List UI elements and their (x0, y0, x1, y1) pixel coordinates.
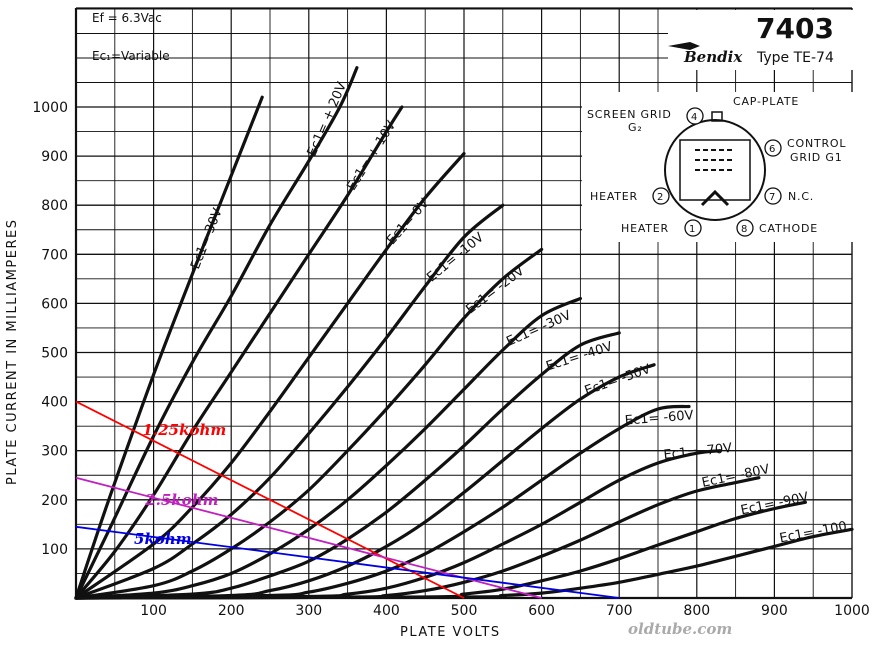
curve-label: Ec1= -70V (663, 441, 733, 463)
title-block (668, 10, 858, 70)
x-tick-label: 100 (140, 603, 167, 619)
plate-curve (74, 66, 359, 600)
note-ec1: Ec₁=Variable (92, 49, 170, 63)
load-line-label: 2.5kohm (144, 491, 218, 509)
pin-1-number: 1 (689, 224, 695, 235)
y-tick-label: 300 (41, 444, 68, 460)
plate-curve (74, 203, 505, 600)
y-tick-label: 900 (41, 149, 68, 165)
plate-curve (74, 105, 404, 600)
y-tick-label: 1000 (32, 100, 68, 116)
screen-grid-label: SCREEN GRID (587, 108, 672, 121)
nc-label: N.C. (788, 190, 814, 203)
x-tick-label: 500 (451, 603, 478, 619)
load-line-label: 1.25kohm (143, 421, 227, 439)
y-tick-label: 200 (41, 493, 68, 509)
x-tick-label: 400 (373, 603, 400, 619)
plate-curve (74, 331, 621, 600)
curves (74, 66, 854, 600)
pin-7-number: 7 (769, 192, 775, 203)
y-tick-label: 100 (41, 542, 68, 558)
load-labels: 1.25kohm 2.5kohm 5kohm (134, 421, 226, 548)
plate-curve (74, 404, 691, 600)
plate-curve (74, 95, 264, 600)
pin-6-number: 6 (769, 144, 775, 155)
cap-plate-terminal (711, 111, 723, 122)
pin-diagram: 4 6 2 7 1 8 SCREEN GRID G₂ CAP-PLATE CON… (582, 92, 854, 242)
x-tick-label: 900 (761, 603, 788, 619)
plate-curve (74, 152, 466, 600)
load-line (75, 400, 465, 599)
load-line (75, 525, 620, 599)
curve-label: Ec1= -60V (624, 408, 694, 428)
heater-pin2-label: HEATER (590, 190, 638, 203)
plate-curve (74, 247, 544, 600)
x-tick-label: 200 (218, 603, 245, 619)
y-tick-label: 700 (41, 247, 68, 263)
control-label: CONTROL (787, 137, 846, 150)
tick-labels: 100 200 300 400 500 600 700 800 900 1000 100 200 300… (32, 100, 869, 619)
grid-g1-label: GRID G1 (790, 151, 843, 164)
grid-electrodes (695, 149, 735, 171)
x-axis-title: PLATE VOLTS (400, 625, 501, 640)
cap-plate-label: CAP-PLATE (733, 95, 799, 108)
tube-title: 7403 (756, 12, 834, 45)
brand-name: Bendix (683, 48, 743, 66)
y-tick-label: 400 (41, 395, 68, 411)
plate-curve (74, 296, 582, 600)
x-tick-label: 700 (606, 603, 633, 619)
plate-curve (74, 363, 656, 600)
pin-8-number: 8 (741, 224, 747, 235)
y-tick-label: 500 (41, 346, 68, 362)
y-tick-label: 800 (41, 198, 68, 214)
x-tick-label: 800 (683, 603, 710, 619)
note-ef: Ef = 6.3Vac (92, 11, 162, 25)
bendix-logo: Bendix (668, 42, 743, 66)
load-lines (75, 400, 620, 599)
x-tick-label: 1000 (834, 603, 870, 619)
y-tick-label: 600 (41, 296, 68, 312)
pin-2-number: 2 (657, 192, 663, 203)
load-line-label: 5kohm (134, 530, 192, 548)
heater-filament (700, 189, 730, 207)
y-axis-title: PLATE CURRENT IN MILLIAMPERES (5, 219, 20, 485)
g2-label: G₂ (628, 121, 643, 134)
pin-4-number: 4 (691, 112, 697, 123)
watermark: oldtube.com (628, 620, 732, 638)
cathode-label: CATHODE (759, 222, 818, 235)
tube-type: Type TE-74 (756, 50, 834, 66)
x-tick-label: 600 (528, 603, 555, 619)
heater-pin1-label: HEATER (621, 222, 669, 235)
x-tick-label: 300 (295, 603, 322, 619)
electrode-outline (679, 139, 751, 201)
